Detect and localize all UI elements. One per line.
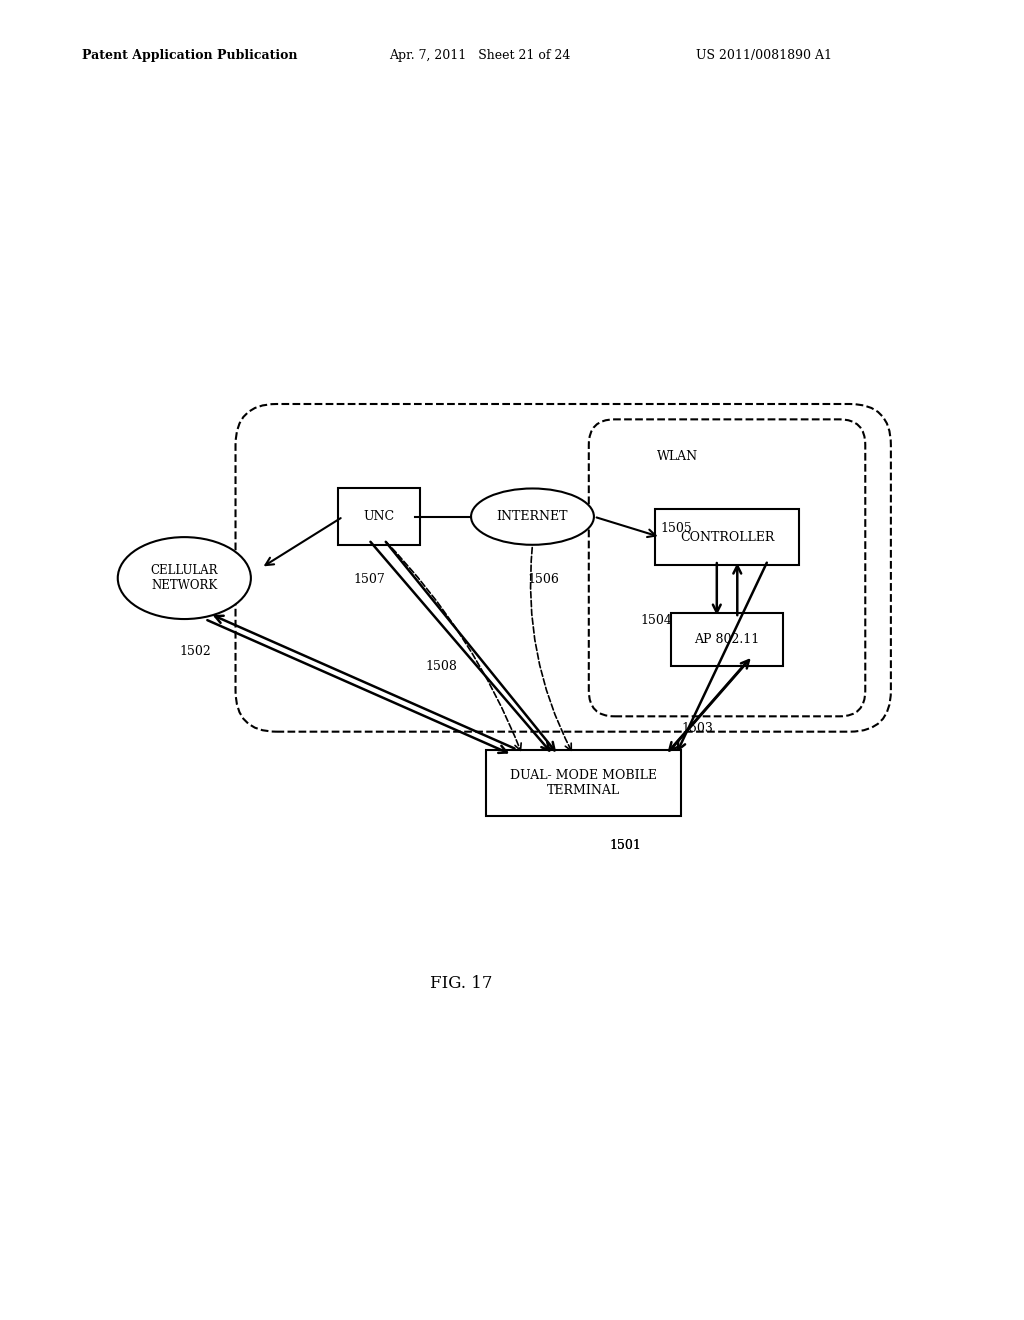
Text: Apr. 7, 2011   Sheet 21 of 24: Apr. 7, 2011 Sheet 21 of 24 [389,49,570,62]
Text: INTERNET: INTERNET [497,510,568,523]
Ellipse shape [118,537,251,619]
Text: CELLULAR
NETWORK: CELLULAR NETWORK [151,564,218,593]
FancyBboxPatch shape [671,612,783,667]
Text: 1507: 1507 [353,573,385,586]
Text: 1505: 1505 [660,521,692,535]
Text: AP 802.11: AP 802.11 [694,634,760,645]
Text: FIG. 17: FIG. 17 [429,974,493,991]
Text: 1502: 1502 [179,645,211,657]
Text: 1501: 1501 [609,840,641,853]
Text: Patent Application Publication: Patent Application Publication [82,49,297,62]
FancyBboxPatch shape [338,488,420,545]
Ellipse shape [471,488,594,545]
Text: US 2011/0081890 A1: US 2011/0081890 A1 [696,49,833,62]
Text: 1508: 1508 [425,660,457,673]
FancyArrowPatch shape [597,517,655,537]
Text: WLAN: WLAN [657,450,698,463]
Text: 1501: 1501 [609,840,641,853]
FancyBboxPatch shape [655,510,799,565]
Text: CONTROLLER: CONTROLLER [680,531,774,544]
Text: 1503: 1503 [681,722,713,735]
Text: UNC: UNC [364,510,394,523]
FancyBboxPatch shape [486,750,681,816]
Text: DUAL- MODE MOBILE
TERMINAL: DUAL- MODE MOBILE TERMINAL [510,768,657,797]
FancyArrowPatch shape [265,519,341,565]
Text: 1506: 1506 [527,573,559,586]
Text: 1504: 1504 [640,614,672,627]
